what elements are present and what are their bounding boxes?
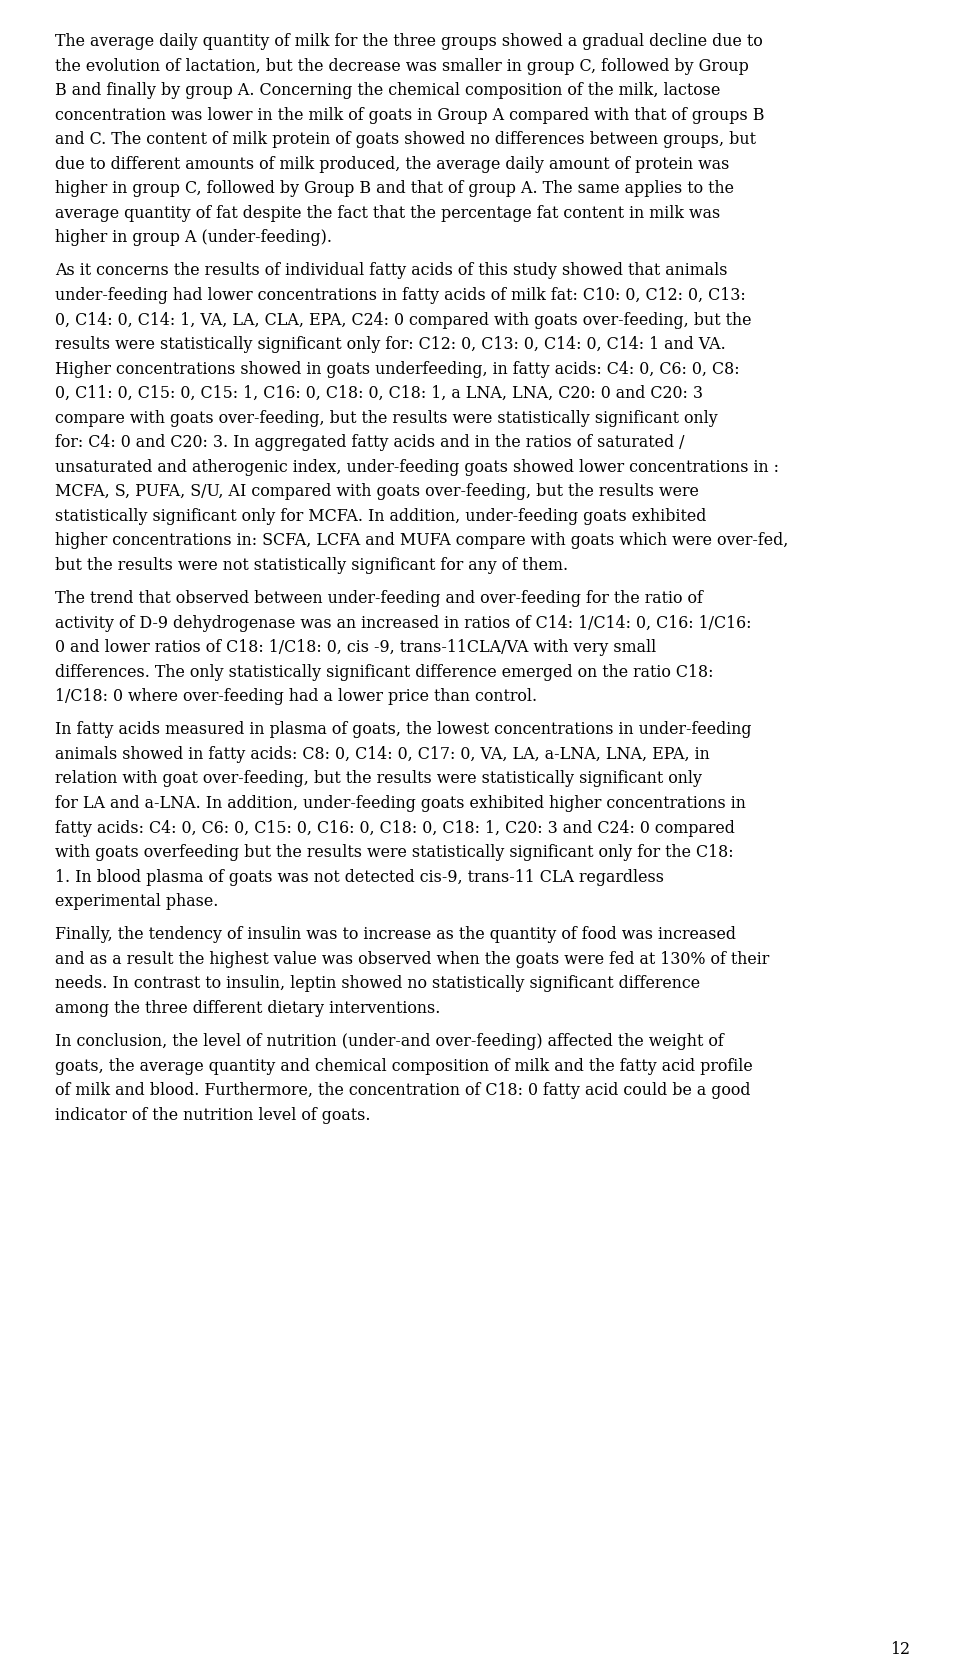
Text: 1/C18: 0 where over-feeding had a lower price than control.: 1/C18: 0 where over-feeding had a lower … (55, 688, 538, 705)
Text: due to different amounts of milk produced, the average daily amount of protein w: due to different amounts of milk produce… (55, 156, 730, 173)
Text: animals showed in fatty acids: C8: 0, C14: 0, C17: 0, VA, LA, a-LNA, LNA, EPA, i: animals showed in fatty acids: C8: 0, C1… (55, 747, 709, 763)
Text: and as a result the highest value was observed when the goats were fed at 130% o: and as a result the highest value was ob… (55, 951, 769, 968)
Text: In fatty acids measured in plasma of goats, the lowest concentrations in under-f: In fatty acids measured in plasma of goa… (55, 722, 752, 738)
Text: unsaturated and atherogenic index, under-feeding goats showed lower concentratio: unsaturated and atherogenic index, under… (55, 458, 779, 477)
Text: Higher concentrations showed in goats underfeeding, in fatty acids: C4: 0, C6: 0: Higher concentrations showed in goats un… (55, 361, 739, 378)
Text: of milk and blood. Furthermore, the concentration of C18: 0 fatty acid could be : of milk and blood. Furthermore, the conc… (55, 1082, 751, 1099)
Text: 0, C14: 0, C14: 1, VA, LA, CLA, EPA, C24: 0 compared with goats over-feeding, bu: 0, C14: 0, C14: 1, VA, LA, CLA, EPA, C24… (55, 312, 752, 329)
Text: 0, C11: 0, C15: 0, C15: 1, C16: 0, C18: 0, C18: 1, a LNA, LNA, C20: 0 and C20: 3: 0, C11: 0, C15: 0, C15: 1, C16: 0, C18: … (55, 386, 703, 403)
Text: fatty acids: C4: 0, C6: 0, C15: 0, C16: 0, C18: 0, C18: 1, C20: 3 and C24: 0 com: fatty acids: C4: 0, C6: 0, C15: 0, C16: … (55, 819, 734, 837)
Text: activity of D-9 dehydrogenase was an increased in ratios of C14: 1/C14: 0, C16: : activity of D-9 dehydrogenase was an inc… (55, 614, 752, 631)
Text: statistically significant only for MCFA. In addition, under-feeding goats exhibi: statistically significant only for MCFA.… (55, 508, 707, 525)
Text: needs. In contrast to insulin, leptin showed no statistically significant differ: needs. In contrast to insulin, leptin sh… (55, 975, 700, 992)
Text: differences. The only statistically significant difference emerged on the ratio : differences. The only statistically sign… (55, 664, 713, 681)
Text: higher concentrations in: SCFA, LCFA and MUFA compare with goats which were over: higher concentrations in: SCFA, LCFA and… (55, 532, 788, 549)
Text: experimental phase.: experimental phase. (55, 893, 218, 909)
Text: and C. The content of milk protein of goats showed no differences between groups: and C. The content of milk protein of go… (55, 131, 756, 148)
Text: 12: 12 (890, 1641, 910, 1658)
Text: average quantity of fat despite the fact that the percentage fat content in milk: average quantity of fat despite the fact… (55, 205, 720, 221)
Text: 1. In blood plasma of goats was not detected cis-9, trans-11 CLA regardless: 1. In blood plasma of goats was not dete… (55, 869, 664, 886)
Text: under-feeding had lower concentrations in fatty acids of milk fat: C10: 0, C12: : under-feeding had lower concentrations i… (55, 287, 746, 304)
Text: for LA and a-LNA. In addition, under-feeding goats exhibited higher concentratio: for LA and a-LNA. In addition, under-fee… (55, 795, 746, 812)
Text: results were statistically significant only for: C12: 0, C13: 0, C14: 0, C14: 1 : results were statistically significant o… (55, 336, 726, 352)
Text: relation with goat over-feeding, but the results were statistically significant : relation with goat over-feeding, but the… (55, 770, 702, 787)
Text: 0 and lower ratios of C18: 1/C18: 0, cis -9, trans-11CLA/VA with very small: 0 and lower ratios of C18: 1/C18: 0, cis… (55, 639, 657, 656)
Text: The trend that observed between under-feeding and over-feeding for the ratio of: The trend that observed between under-fe… (55, 591, 703, 607)
Text: the evolution of lactation, but the decrease was smaller in group C, followed by: the evolution of lactation, but the decr… (55, 57, 749, 74)
Text: for: C4: 0 and C20: 3. In aggregated fatty acids and in the ratios of saturated : for: C4: 0 and C20: 3. In aggregated fat… (55, 435, 684, 451)
Text: higher in group C, followed by Group B and that of group A. The same applies to : higher in group C, followed by Group B a… (55, 180, 734, 198)
Text: The average daily quantity of milk for the three groups showed a gradual decline: The average daily quantity of milk for t… (55, 34, 763, 50)
Text: As it concerns the results of individual fatty acids of this study showed that a: As it concerns the results of individual… (55, 262, 728, 280)
Text: indicator of the nutrition level of goats.: indicator of the nutrition level of goat… (55, 1107, 371, 1124)
Text: among the three different dietary interventions.: among the three different dietary interv… (55, 1000, 441, 1017)
Text: compare with goats over-feeding, but the results were statistically significant : compare with goats over-feeding, but the… (55, 409, 718, 426)
Text: MCFA, S, PUFA, S/U, AI compared with goats over-feeding, but the results were: MCFA, S, PUFA, S/U, AI compared with goa… (55, 483, 699, 500)
Text: goats, the average quantity and chemical composition of milk and the fatty acid : goats, the average quantity and chemical… (55, 1057, 753, 1074)
Text: concentration was lower in the milk of goats in Group A compared with that of gr: concentration was lower in the milk of g… (55, 107, 764, 124)
Text: In conclusion, the level of nutrition (under-and over-feeding) affected the weig: In conclusion, the level of nutrition (u… (55, 1034, 724, 1050)
Text: but the results were not statistically significant for any of them.: but the results were not statistically s… (55, 557, 568, 574)
Text: with goats overfeeding but the results were statistically significant only for t: with goats overfeeding but the results w… (55, 844, 733, 861)
Text: B and finally by group A. Concerning the chemical composition of the milk, lacto: B and finally by group A. Concerning the… (55, 82, 720, 99)
Text: Finally, the tendency of insulin was to increase as the quantity of food was inc: Finally, the tendency of insulin was to … (55, 926, 736, 943)
Text: higher in group A (under-feeding).: higher in group A (under-feeding). (55, 230, 332, 247)
